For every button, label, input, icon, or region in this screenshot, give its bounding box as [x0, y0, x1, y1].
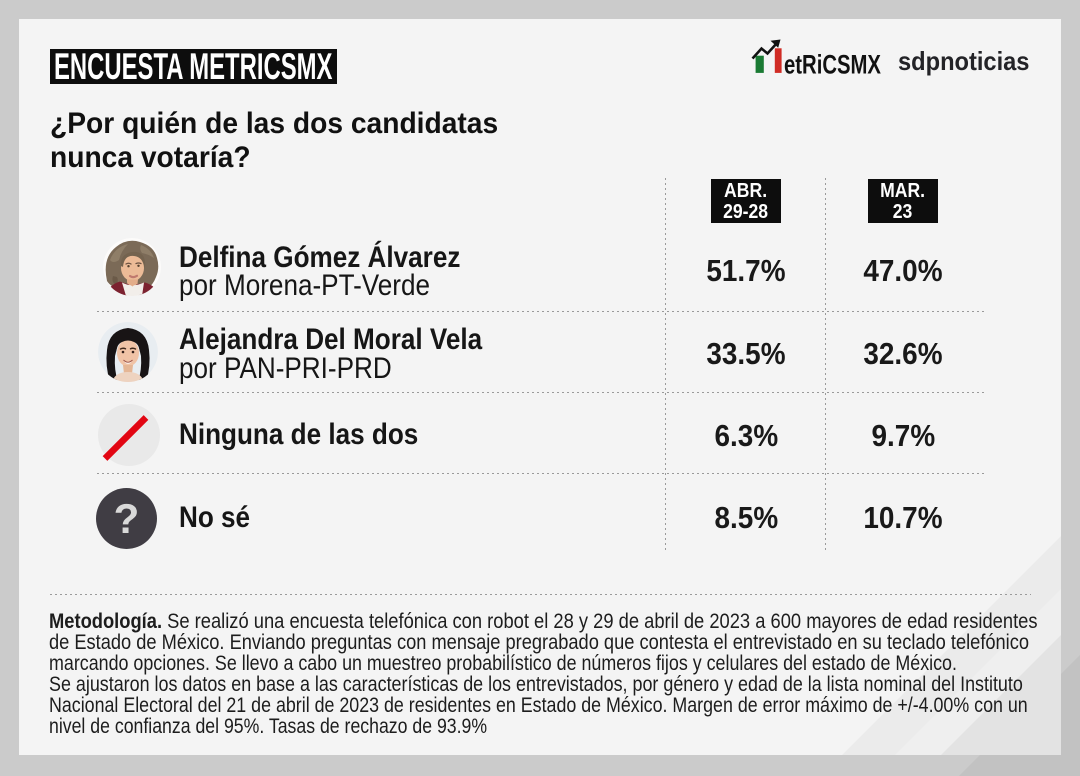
- svg-text:etRiCSMX: etRiCSMX: [784, 50, 881, 81]
- svg-text:?: ?: [114, 495, 140, 542]
